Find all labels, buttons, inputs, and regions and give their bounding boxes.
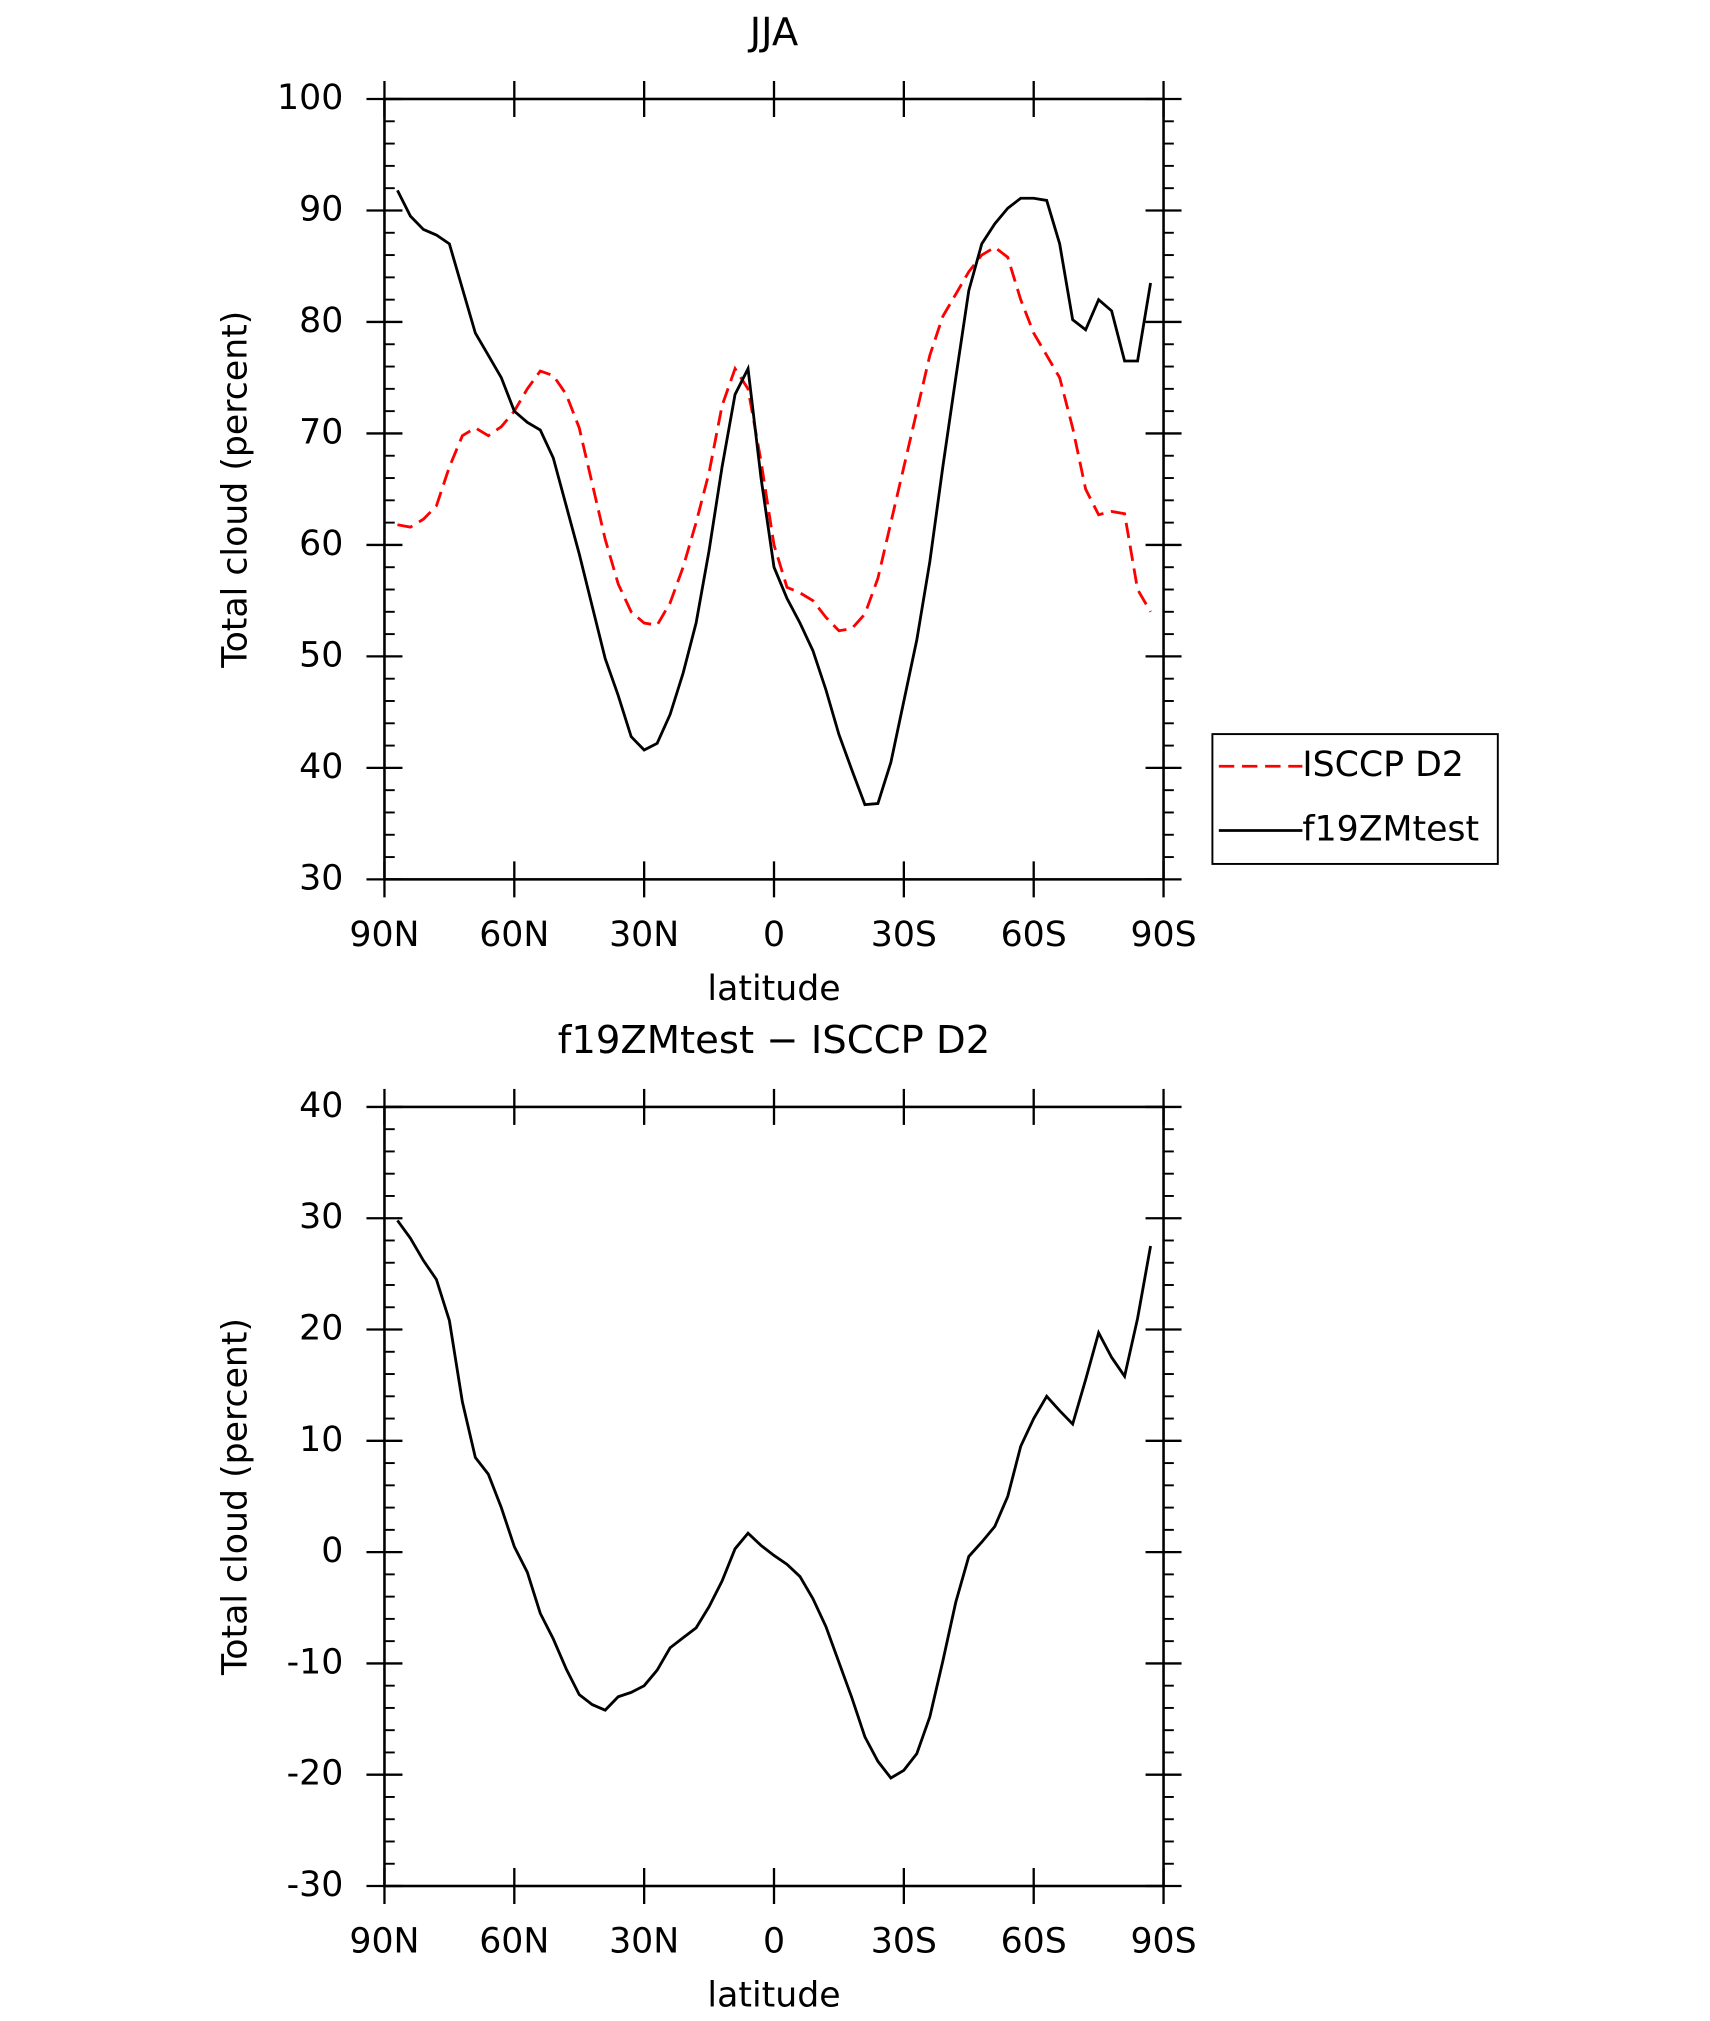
y-tick-label: 90	[299, 189, 343, 229]
x-tick-label: 90N	[349, 915, 419, 955]
plot-frame	[383, 1105, 1165, 1888]
x-tick-label: 60S	[1001, 915, 1067, 955]
y-tick-label: 0	[321, 1531, 343, 1571]
legend-box	[1211, 733, 1499, 865]
x-axis-label: latitude	[707, 1976, 840, 2016]
data-line	[397, 245, 1152, 633]
x-tick-label: 90N	[349, 1922, 419, 1962]
x-tick-label: 60S	[1001, 1922, 1067, 1962]
x-tick-label: 30S	[871, 915, 937, 955]
x-tick-label: 90S	[1130, 1922, 1196, 1962]
y-tick-label: 100	[277, 78, 343, 118]
y-tick-label: 70	[299, 412, 343, 452]
chart-title: f19ZMtest − ISCCP D2	[558, 1018, 990, 1063]
legend-label: ISCCP D2	[1302, 745, 1464, 785]
data-line	[396, 1219, 1152, 1780]
x-tick-label: 60N	[479, 1922, 549, 1962]
x-tick-label: 30N	[609, 1922, 679, 1962]
data-line	[396, 189, 1152, 807]
x-axis-label: latitude	[707, 969, 840, 1009]
plot-frame	[383, 97, 1165, 881]
legend-label: f19ZMtest	[1302, 810, 1479, 850]
x-tick-label: 0	[763, 915, 785, 955]
y-tick-label: 40	[299, 747, 343, 787]
y-tick-label: 50	[299, 635, 343, 675]
x-tick-label: 60N	[479, 915, 549, 955]
x-tick-label: 30N	[609, 915, 679, 955]
y-tick-label: 80	[299, 301, 343, 341]
x-tick-label: 0	[763, 1922, 785, 1962]
y-tick-label: 60	[299, 524, 343, 564]
y-axis-label: Total cloud (percent)	[216, 311, 256, 669]
chart-title: JJA	[748, 10, 799, 55]
y-tick-label: 10	[299, 1420, 343, 1460]
y-tick-label: -20	[287, 1754, 344, 1794]
y-tick-label: 30	[299, 858, 343, 898]
y-tick-label: -10	[287, 1642, 344, 1682]
y-tick-label: 40	[299, 1086, 343, 1126]
y-axis-label: Total cloud (percent)	[216, 1318, 256, 1676]
y-tick-label: -30	[287, 1865, 344, 1905]
y-tick-label: 20	[299, 1309, 343, 1349]
x-tick-label: 30S	[871, 1922, 937, 1962]
x-tick-label: 90S	[1130, 915, 1196, 955]
y-tick-label: 30	[299, 1197, 343, 1237]
